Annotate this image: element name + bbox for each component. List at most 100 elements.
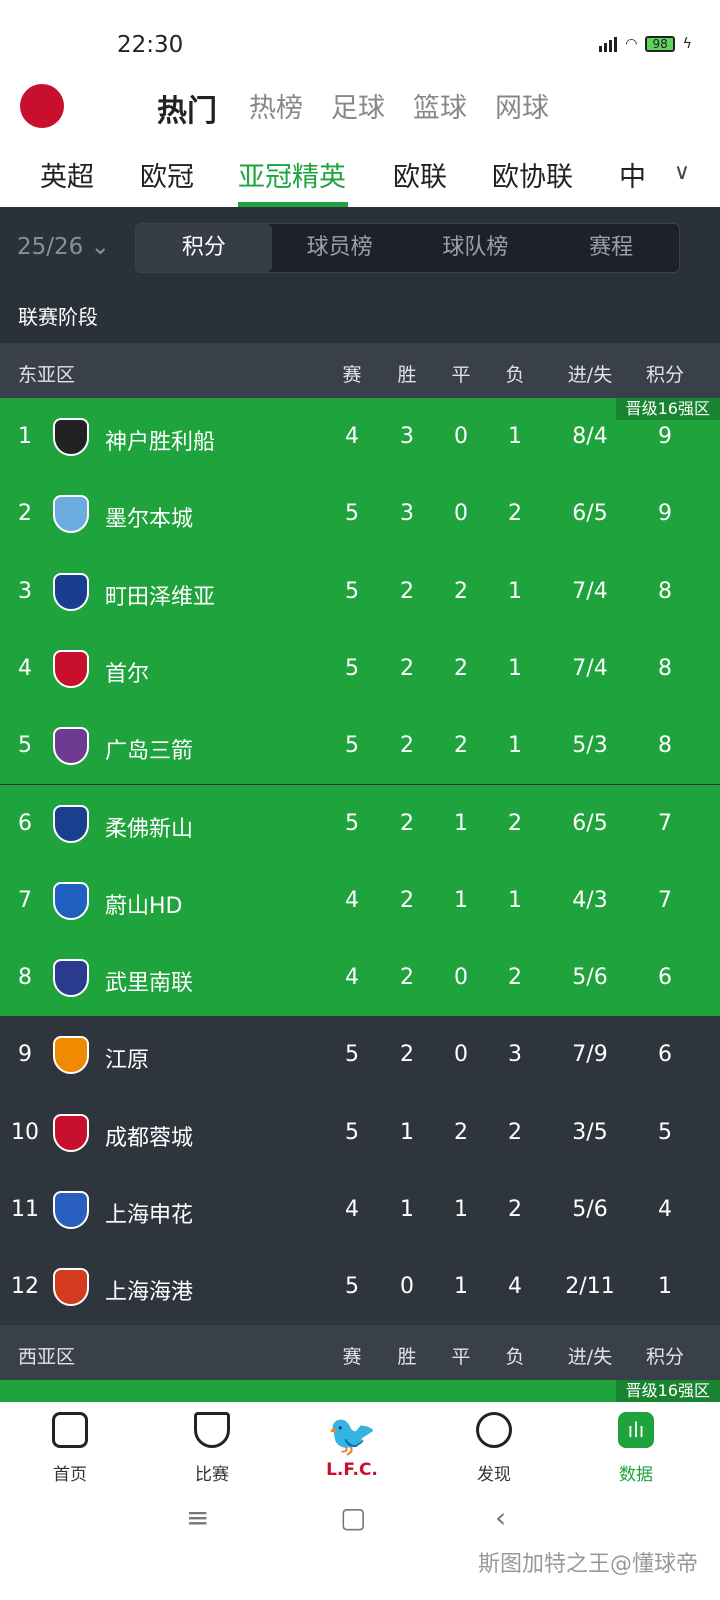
stat-gf_ga: 7/4 [572,578,608,604]
league-tab-acl-elite[interactable]: 亚冠精英 [238,162,346,193]
season-select[interactable]: 25/26 ⌄ [17,234,110,260]
stat-w: 2 [400,810,414,836]
tab-football[interactable]: 足球 [331,93,385,124]
home-square-icon[interactable]: ▢ [340,1501,367,1534]
trophy-icon [194,1412,230,1448]
table-row[interactable]: 3 町田泽维亚 5 2 2 1 7/4 8 [0,552,720,630]
table-row[interactable]: 6 柔佛新山 5 2 1 2 6/5 7 [0,784,720,862]
segment-schedule[interactable]: 赛程 [589,235,634,260]
team-name: 蔚山HD [105,893,183,919]
stat-pts: 9 [658,501,672,527]
tab-trending[interactable]: 热榜 [249,93,303,124]
league-tab-epl[interactable]: 英超 [40,162,94,193]
nav-matches[interactable]: 比赛 [162,1412,262,1485]
stat-p: 5 [345,1274,359,1300]
stat-w: 2 [400,655,414,681]
column-header: 胜 [397,1346,417,1368]
table-row[interactable]: 9 江原 5 2 0 3 7/9 6 [0,1016,720,1094]
rank: 1 [18,424,32,449]
column-header: 进/失 [567,1346,613,1368]
table-row[interactable]: 晋级16强区 [0,1380,720,1402]
stat-pts: 8 [658,578,672,604]
nav-discover[interactable]: 发现 [444,1412,544,1485]
team-name: 神户胜利船 [105,430,216,455]
league-tab-ucl[interactable]: 欧冠 [140,162,194,193]
team-logo-icon [53,804,89,843]
team-logo-icon [53,495,89,534]
league-tab-more[interactable]: 中 [619,162,646,193]
table-row[interactable]: 8 武里南联 4 2 0 2 5/6 6 [0,939,720,1017]
rank: 11 [11,1197,39,1222]
segment-standings[interactable]: 积分 [136,224,272,272]
rank: 5 [18,733,32,759]
team-logo-icon [53,1191,89,1229]
stat-w: 2 [400,887,414,913]
stat-d: 2 [454,1119,468,1145]
stage-title: 联赛阶段 [0,291,720,343]
qualify-badge: 晋级16强区 [615,1380,720,1402]
nav-data[interactable]: ılı 数据 [586,1412,686,1485]
table-row[interactable]: 4 首尔 5 2 2 1 7/4 8 [0,629,720,708]
nav-home[interactable]: 首页 [20,1412,120,1485]
bottom-nav: 首页 比赛 🐦 L.F.C. 发现 ılı 数据 ≡ ▢ ‹ 斯图加特之王@懂球帝 [0,1402,720,1600]
team-logo-icon [53,881,89,920]
team-name: 柔佛新山 [105,816,194,842]
rank: 12 [11,1274,39,1300]
stat-p: 5 [345,655,359,681]
league-tab-uel[interactable]: 欧联 [393,162,447,193]
team-logo-icon [53,1268,89,1307]
table-row[interactable]: 5 广岛三箭 5 2 2 1 5/3 8 [0,707,720,785]
rank: 10 [11,1119,39,1145]
stat-d: 0 [454,965,468,991]
column-header: 赛 [342,1346,362,1368]
table-row[interactable]: 1 神户胜利船 4 3 0 1 8/4 9 晋级16强区 [0,398,720,476]
table-row[interactable]: 2 墨尔本城 5 3 0 2 6/5 9 [0,475,720,553]
table-row[interactable]: 11 上海申花 4 1 1 2 5/6 4 [0,1171,720,1249]
zone-header: 西亚区 赛 胜 平 负 进/失 积分 [0,1325,720,1380]
stat-gf_ga: 5/6 [572,1197,608,1222]
bar-chart-icon: ılı [618,1412,654,1448]
team-name: 上海申花 [105,1203,194,1228]
stat-w: 2 [400,1042,414,1068]
league-tab-uecl[interactable]: 欧协联 [492,162,573,193]
zone-name: 东亚区 [18,364,76,386]
stat-p: 5 [345,501,359,527]
column-header: 平 [451,364,471,386]
nav-home-label: 首页 [53,1465,87,1485]
stat-d: 1 [454,1197,468,1222]
segment-players[interactable]: 球员榜 [306,235,373,260]
back-icon[interactable]: ‹ [495,1501,507,1534]
menu-icon[interactable]: ≡ [186,1501,210,1534]
user-avatar[interactable] [20,84,64,128]
chevron-down-icon[interactable]: ∨ [673,160,690,185]
chevron-down-icon: ⌄ [90,234,110,260]
stat-d: 1 [454,1274,468,1300]
stat-pts: 7 [658,810,672,836]
tab-hot[interactable]: 热门 [157,94,217,129]
column-header: 负 [505,364,525,386]
filter-bar: 25/26 ⌄ 积分 球员榜 球队榜 赛程 [0,207,720,291]
stat-l: 1 [508,424,522,449]
segment-teams[interactable]: 球队榜 [442,235,509,260]
stat-l: 3 [508,1042,522,1068]
stat-pts: 6 [658,965,672,991]
table-row[interactable]: 12 上海海港 5 0 1 4 2/11 1 [0,1248,720,1326]
team-logo-icon [53,418,89,456]
stat-pts: 9 [658,424,672,449]
nav-club[interactable]: 🐦 L.F.C. [302,1412,402,1480]
team-name: 上海海港 [105,1280,194,1306]
signal-icon [599,36,618,52]
stat-d: 2 [454,655,468,681]
table-row[interactable]: 7 蔚山HD 4 2 1 1 4/3 7 [0,861,720,940]
rank: 2 [18,501,32,527]
team-logo-icon [53,959,89,998]
team-logo-icon [53,572,89,611]
table-row[interactable]: 10 成都蓉城 5 1 2 2 3/5 5 [0,1093,720,1171]
tab-basketball[interactable]: 篮球 [413,93,467,124]
stat-pts: 8 [658,655,672,681]
stat-l: 4 [508,1274,522,1300]
team-logo-icon [53,649,89,688]
team-logo-icon [53,1036,89,1075]
stat-w: 0 [400,1274,414,1300]
tab-tennis[interactable]: 网球 [495,93,549,124]
